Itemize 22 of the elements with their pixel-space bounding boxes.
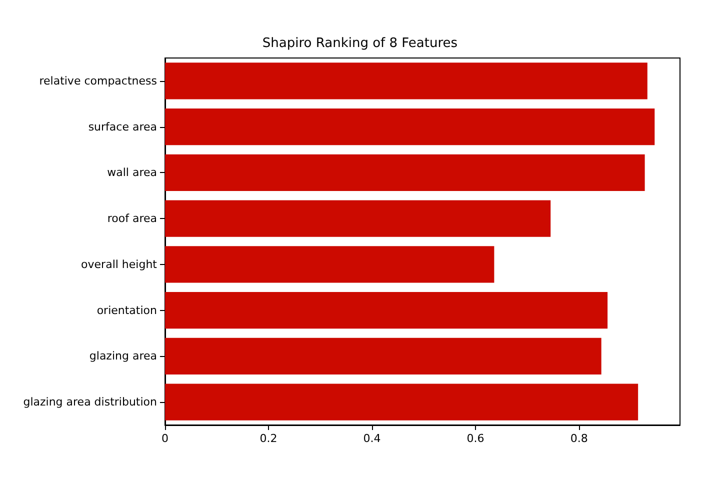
bar: [165, 200, 551, 237]
x-tick-label: 0.8: [570, 432, 588, 445]
bar: [165, 246, 494, 283]
bar: [165, 338, 602, 375]
y-tick-label: glazing area distribution: [23, 396, 158, 409]
y-tick-label: overall height: [81, 258, 158, 271]
y-tick-label: relative compactness: [39, 74, 158, 88]
x-tick-label: 0.2: [260, 432, 278, 445]
bar: [165, 384, 638, 420]
y-tick-label: roof area: [107, 212, 157, 226]
bar: [165, 154, 645, 192]
x-tick-label: 0: [162, 432, 168, 445]
y-tick-label: orientation: [96, 304, 158, 317]
chart-title: Shapiro Ranking of 8 Features: [262, 36, 458, 51]
y-tick-label: wall area: [107, 166, 157, 180]
y-tick-label: surface area: [88, 120, 157, 134]
x-tick-label: 0.4: [363, 432, 381, 445]
bar: [165, 108, 655, 146]
bar: [165, 292, 608, 329]
y-tick-label: glazing area: [89, 350, 157, 363]
bar: [165, 62, 648, 100]
x-tick-label: 0.6: [466, 432, 484, 445]
